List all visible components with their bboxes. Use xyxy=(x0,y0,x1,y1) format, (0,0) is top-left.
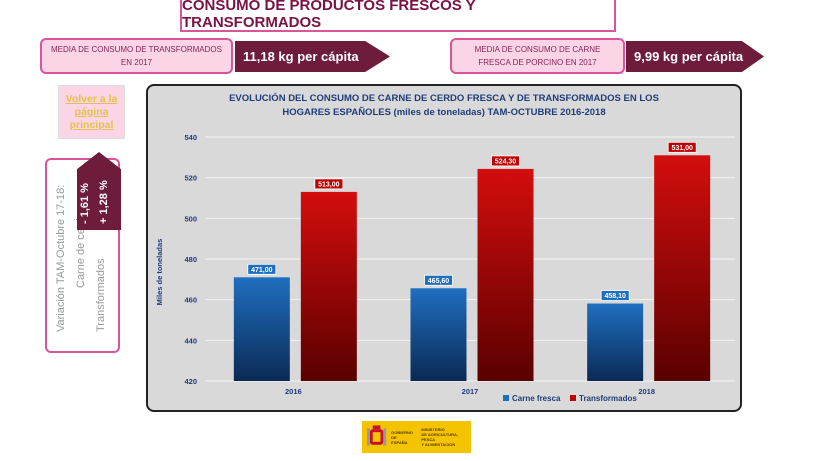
y-tick-label: 440 xyxy=(184,336,197,345)
bar-processed-2018 xyxy=(654,155,711,381)
data-label-bg xyxy=(600,290,630,301)
kpi-fresca-value: 9,99 kg per cápita xyxy=(626,41,764,72)
y-tick-label: 520 xyxy=(184,174,197,183)
page-title: CONSUMO DE PRODUCTOS FRESCOS Y TRANSFORM… xyxy=(180,0,616,32)
x-tick-label: 2018 xyxy=(638,387,655,396)
variation-processed-value: + 1,28 % xyxy=(98,180,110,224)
y-tick-label: 500 xyxy=(184,214,197,223)
variation-fresh-value: - 1,61 % xyxy=(79,183,91,224)
kpi-fresca-value-text: 9,99 kg per cápita xyxy=(634,49,744,64)
kpi-transformados-value-text: 11,18 kg per cápita xyxy=(243,49,359,64)
legend-label-fresh: Carne fresca xyxy=(512,394,561,403)
logo-text-right: MINISTERIO DE AGRICULTURA, PESCA Y ALIME… xyxy=(421,427,471,447)
kpi-fresca-label: MEDIA DE CONSUMO DE CARNE FRESCA DE PORC… xyxy=(450,38,625,74)
logo-right-line-2: DE AGRICULTURA, PESCA xyxy=(421,432,459,442)
chart-legend: Carne fresca Transformados xyxy=(503,394,637,403)
y-tick-label: 480 xyxy=(184,255,197,264)
legend-label-processed: Transformados xyxy=(579,394,637,403)
logo-text-left: GOBIERNO DE ESPAÑA xyxy=(391,430,413,445)
bar-processed-2017 xyxy=(477,168,534,381)
kpi-fresca-label-text: MEDIA DE CONSUMO DE CARNE FRESCA DE PORC… xyxy=(474,45,601,67)
x-tick-label: 2016 xyxy=(285,387,302,396)
y-axis-label: Miles de toneladas xyxy=(155,239,164,306)
data-label-fresh-2016: 471,00 xyxy=(251,267,273,274)
bar-fresh-2017 xyxy=(410,288,467,381)
data-label-fresh-2017: 465,60 xyxy=(428,278,450,285)
x-tick-label: 2017 xyxy=(462,387,479,396)
logo-right-line-3: Y ALIMENTACIÓN xyxy=(421,442,456,447)
data-label-bg xyxy=(424,274,453,286)
logo-left-line-2: DE ESPAÑA xyxy=(391,434,408,445)
back-to-main-link[interactable]: Volver a la página principal xyxy=(58,85,125,139)
y-tick-label: 540 xyxy=(184,133,197,142)
kpi-transformados-label-text: MEDIA DE CONSUMO DE TRANSFORMADOS EN 201… xyxy=(51,45,222,67)
data-label-bg xyxy=(491,155,520,167)
data-label-bg xyxy=(247,263,277,275)
bar-fresh-2016 xyxy=(233,277,290,381)
chart-title-line-2: HOGARES ESPAÑOLES (miles de toneladas) T… xyxy=(282,107,606,118)
y-tick-label: 460 xyxy=(184,296,197,305)
bar-processed-2016 xyxy=(300,191,357,381)
coat-of-arms-icon xyxy=(366,425,387,446)
kpi-transformados-value: 11,18 kg per cápita xyxy=(235,41,390,72)
data-label-fresh-2018: 458,10 xyxy=(604,293,626,300)
kpi-transformados-label: MEDIA DE CONSUMO DE TRANSFORMADOS EN 201… xyxy=(40,38,233,74)
bar-fresh-2018 xyxy=(587,303,644,381)
variation-arrow xyxy=(77,152,121,230)
data-label-processed-2016: 513,00 xyxy=(318,181,340,188)
logo-right-line-1: MINISTERIO xyxy=(421,427,445,432)
page-title-text: CONSUMO DE PRODUCTOS FRESCOS Y TRANSFORM… xyxy=(182,0,476,31)
chart-title-line-1: EVOLUCIÓN DEL CONSUMO DE CARNE DE CERDO … xyxy=(229,93,659,104)
chart-title: EVOLUCIÓN DEL CONSUMO DE CARNE DE CERDO … xyxy=(146,92,742,120)
data-label-processed-2018: 531,00 xyxy=(671,145,693,152)
data-label-bg xyxy=(314,178,344,190)
legend-swatch-processed xyxy=(570,395,576,401)
back-to-main-label: Volver a la página principal xyxy=(65,92,118,131)
data-label-processed-2017: 524,30 xyxy=(495,158,517,165)
ministry-logo: GOBIERNO DE ESPAÑA MINISTERIO DE AGRICUL… xyxy=(362,421,471,453)
y-tick-label: 420 xyxy=(184,377,197,386)
legend-swatch-fresh xyxy=(503,395,509,401)
logo-left-line-1: GOBIERNO xyxy=(391,429,413,435)
data-label-bg xyxy=(667,141,697,153)
